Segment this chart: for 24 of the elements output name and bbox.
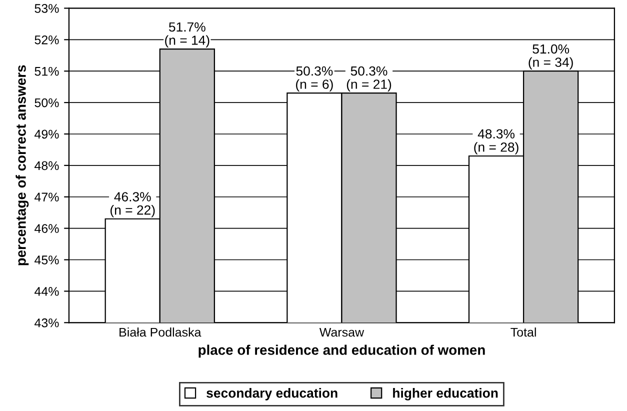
- y-tick-label: 43%: [34, 318, 59, 328]
- data-label: 51.7% (n = 14): [165, 22, 210, 48]
- x-tick-label: Warsaw: [319, 328, 364, 337]
- y-tick-label: 48%: [34, 161, 59, 170]
- data-label: 50.3% (n = 6): [296, 66, 333, 92]
- legend-label: higher education: [393, 388, 498, 400]
- y-tick-label: 47%: [34, 192, 59, 202]
- x-tick-label: Biała Podlaska: [120, 327, 202, 337]
- y-tick-label: 51%: [34, 66, 59, 76]
- y-tick-label: 50%: [34, 98, 59, 108]
- y-tick-label: 45%: [34, 256, 59, 264]
- data-label: 50.3% (n = 21): [346, 66, 392, 92]
- y-axis-title: percentage of correct answers: [16, 65, 29, 266]
- y-tick-label: 49%: [34, 130, 59, 139]
- y-tick-label: 44%: [34, 287, 59, 296]
- x-tick-label: Total: [510, 327, 536, 337]
- data-label: 46.3% (n = 22): [110, 192, 155, 218]
- data-label: 48.3% (n = 28): [474, 129, 518, 154]
- y-tick-label: 46%: [34, 224, 59, 233]
- y-tick-label: 52%: [34, 35, 59, 44]
- x-axis-title: place of residence and education of women: [198, 344, 485, 358]
- data-label: 51.0% (n = 34): [528, 44, 573, 70]
- y-tick-label: 53%: [34, 4, 59, 13]
- legend-label: secondary education: [206, 388, 338, 400]
